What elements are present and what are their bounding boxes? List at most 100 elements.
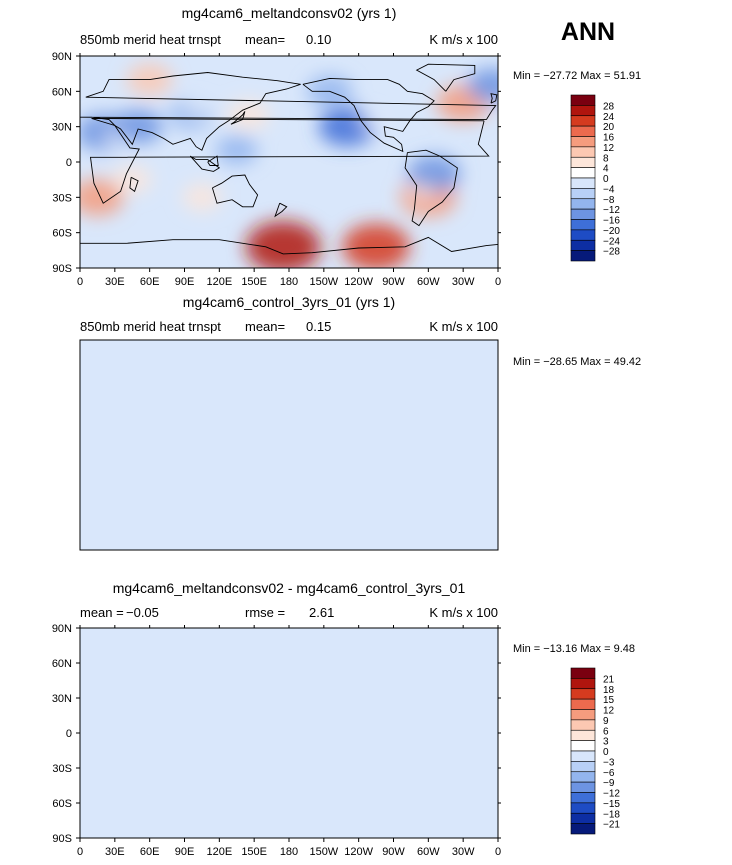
x-tick-label: 150W (309, 276, 338, 288)
colorbar-label: −9 (603, 778, 615, 789)
colorbar-label: 8 (603, 153, 609, 164)
units-label: K m/s x 100 (429, 319, 498, 334)
colorbar-swatch (570, 229, 596, 241)
map-plot (79, 627, 499, 839)
colorbar-swatch (570, 719, 596, 731)
field-anomaly (407, 155, 461, 193)
x-tick-label: 0 (77, 276, 83, 288)
colorbar-swatch (570, 198, 596, 210)
x-tick-label: 60E (140, 846, 160, 858)
colorbar-swatch (570, 678, 596, 690)
colorbar-swatch (570, 823, 596, 835)
colorbar-swatch (570, 115, 596, 127)
y-tick-label: 60N (52, 86, 72, 98)
coastlines (80, 63, 498, 255)
colorbar-swatch (570, 709, 596, 721)
field-anomaly (342, 223, 410, 268)
panel-2: mg4cam6_control_3yrs_01 (yrs 1) 850mb me… (52, 294, 641, 858)
colorbar-label: −21 (603, 820, 620, 831)
colorbar-label: −16 (603, 216, 620, 227)
colorbar-label: −20 (603, 226, 620, 237)
season-label: ANN (561, 18, 615, 46)
coastline (80, 72, 497, 151)
map-background (80, 628, 498, 838)
y-tick-label: 60S (52, 228, 72, 240)
colorbar-swatch (570, 94, 596, 106)
x-tick-label: 150W (309, 846, 338, 858)
colorbar-label: −24 (603, 236, 620, 247)
coastline (80, 236, 498, 255)
colorbar-swatch (570, 146, 596, 158)
colorbar-label: 12 (603, 706, 615, 717)
coastline (230, 111, 246, 125)
y-tick-label: 30N (52, 693, 72, 705)
colorbar-label: −15 (603, 799, 620, 810)
coastline (274, 202, 288, 218)
x-tick-label: 0 (495, 846, 501, 858)
map-plot: 0 30E 60E 90E 120E 150E 180 150W 120W 90W 60W 30W 09… (52, 51, 501, 288)
colorbar-label: −4 (603, 184, 615, 195)
panel-1: mg4cam6_meltandconsv02 (yrs 1) 850mb mer… (52, 5, 641, 288)
colorbar-label: 21 (603, 674, 615, 685)
x-tick-label: 60W (417, 846, 440, 858)
y-tick-label: 90N (52, 51, 72, 63)
colorbar-swatch (570, 156, 596, 168)
field-anomaly (182, 183, 222, 211)
x-tick-label: 60E (140, 276, 160, 288)
x-tick-label: 30W (452, 276, 475, 288)
colorbar-swatch (570, 208, 596, 220)
x-tick-label: 90W (382, 846, 405, 858)
field-neutral (358, 112, 383, 129)
colorbar-swatch (570, 802, 596, 814)
panel-3: mg4cam6_meltandconsv02 - mg4cam6_control… (79, 580, 635, 839)
colorbar-swatch (570, 781, 596, 793)
colorbar-label: −8 (603, 195, 615, 206)
x-tick-label: 120E (206, 276, 232, 288)
x-tick-label: 30W (452, 846, 475, 858)
field-anomaly (245, 221, 321, 268)
y-tick-label: 60N (52, 658, 72, 670)
field-neutral (184, 101, 209, 117)
y-tick-label: 90S (52, 833, 72, 845)
units-label: K m/s x 100 (429, 605, 498, 620)
coastline (404, 149, 458, 227)
x-tick-label: 60W (417, 276, 440, 288)
colorbar-label: −28 (603, 247, 620, 258)
colorbar-label: −18 (603, 809, 620, 820)
map-background (80, 340, 498, 550)
colorbar-swatch (570, 792, 596, 804)
x-tick-label: 180 (280, 846, 298, 858)
x-tick-label: 90W (382, 276, 405, 288)
map-frame (79, 339, 499, 551)
colorbar-label: 4 (603, 164, 609, 175)
mean-value: 0.10 (306, 32, 331, 47)
x-tick-label: 30E (105, 846, 125, 858)
mean-value: −0.05 (126, 605, 159, 620)
colorbar-label: 12 (603, 143, 615, 154)
x-tick-label: 150E (241, 276, 267, 288)
colorbar-swatch (570, 771, 596, 783)
colorbar-swatch (570, 667, 596, 679)
colorbar-label: 0 (603, 174, 609, 185)
colorbar-swatch (570, 250, 596, 262)
y-tick-label: 30S (52, 192, 72, 204)
mean-value: 0.15 (306, 319, 331, 334)
colorbar-swatch (570, 125, 596, 137)
coastline (211, 174, 259, 208)
colorbar-label: −12 (603, 789, 620, 800)
x-tick-label: 30E (105, 276, 125, 288)
colorbar-swatch (570, 740, 596, 752)
colorbar-swatch (570, 239, 596, 251)
colorbar-label: 16 (603, 133, 615, 144)
coastline (129, 176, 139, 193)
colorbar-label: −12 (603, 205, 620, 216)
colorbar-label: 0 (603, 747, 609, 758)
panel-title: mg4cam6_meltandconsv02 - mg4cam6_control… (113, 580, 466, 596)
colorbar-label: 3 (603, 737, 609, 748)
y-tick-label: 0 (66, 728, 72, 740)
colorbar-swatch (570, 750, 596, 762)
x-tick-label: 0 (495, 276, 501, 288)
x-tick-label: 150E (241, 846, 267, 858)
